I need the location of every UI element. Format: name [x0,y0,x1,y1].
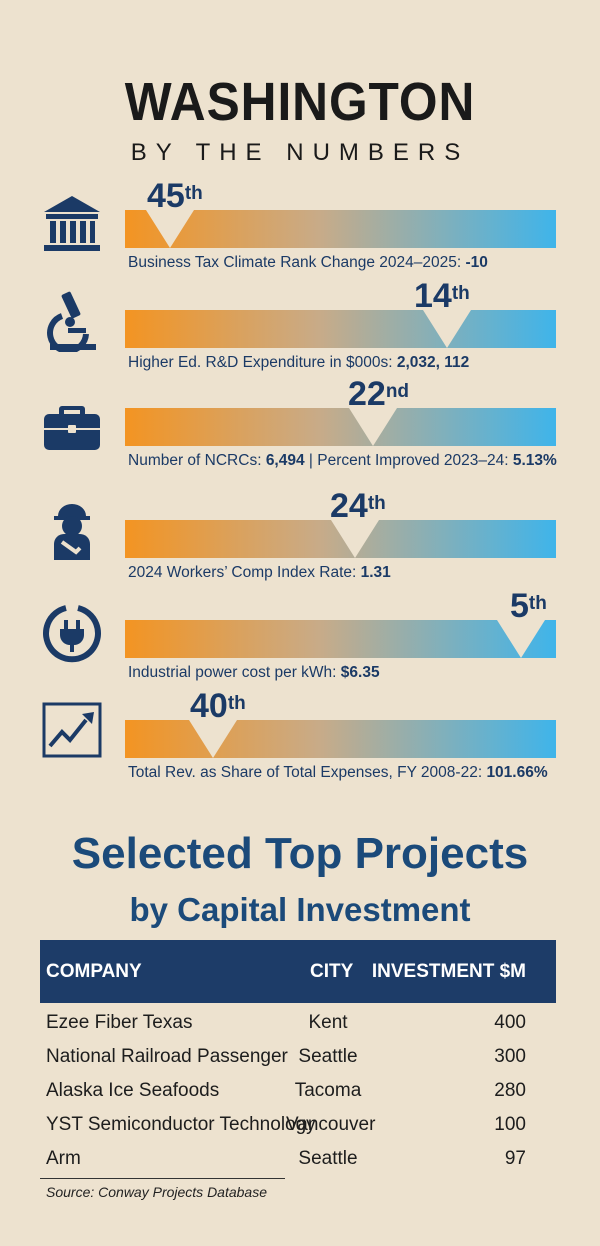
rank-label: 40th [190,687,246,725]
rank-bar [125,210,556,248]
microscope-icon [47,291,96,352]
injured-worker-icon [54,504,90,560]
trend-chart-icon [42,702,102,758]
projects-subtitle: by Capital Investment [129,891,471,928]
cell-investment: 400 [494,1012,526,1033]
metric-power-cost: 5th Industrial power cost per kWh: $6.35 [0,588,600,730]
rank-bar-fill [125,720,556,758]
metric-revenue-share: 40th Total Rev. as Share of Total Expens… [0,688,600,830]
page-title: WASHINGTON [124,72,476,132]
bank-building-icon [44,196,100,251]
column-header-investment: INVESTMENT $M [371,961,526,982]
rank-label: 14th [414,277,470,315]
metric-tax-climate: 45th Business Tax Climate Rank Change 20… [0,178,600,320]
cell-company: Arm [46,1148,81,1169]
table-row: Ezee Fiber Texas Kent 400 [40,1006,556,1040]
cell-investment: 300 [494,1046,526,1067]
source-divider [40,1178,285,1179]
rank-bar [125,310,556,348]
cell-investment: 100 [494,1114,526,1135]
cell-investment: 280 [494,1080,526,1101]
metric-caption: Total Rev. as Share of Total Expenses, F… [128,764,548,781]
metric-caption: 2024 Workers’ Comp Index Rate: 1.31 [128,564,391,581]
projects-title: Selected Top Projects [71,829,529,878]
rank-bar [125,720,556,758]
column-header-city: CITY [310,961,354,982]
rank-bar-fill [125,620,556,658]
table-row: Alaska Ice Seafoods Tacoma 280 [40,1074,556,1108]
cell-city: Tacoma [294,1080,362,1101]
cell-company: National Railroad Passenger [46,1046,288,1067]
rank-label: 5th [510,587,547,625]
metric-caption: Number of NCRCs: 6,494 | Percent Improve… [128,452,557,469]
rank-bar [125,408,556,446]
rank-label: 22nd [348,375,410,413]
cell-city: Kent [308,1012,348,1033]
rank-bar [125,520,556,558]
rank-bar [125,620,556,658]
cell-city: Seattle [298,1046,358,1067]
cell-city: Seattle [298,1148,358,1169]
rank-label: 45th [147,177,203,215]
table-row: YST Semiconductor Technology Vancouver 1… [40,1108,556,1142]
metric-ncrcs: 22nd Number of NCRCs: 6,494 | Percent Im… [0,376,600,518]
column-header-company: COMPANY [46,961,142,982]
rank-bar-fill [125,520,556,558]
cell-company: YST Semiconductor Technology [46,1114,316,1135]
power-plug-icon [43,605,101,663]
table-row: National Railroad Passenger Seattle 300 [40,1040,556,1074]
briefcase-icon [44,406,100,450]
rank-bar-fill [125,310,556,348]
table-row: Arm Seattle 97 [40,1142,556,1176]
metric-caption: Industrial power cost per kWh: $6.35 [128,664,380,681]
cell-company: Alaska Ice Seafoods [46,1080,220,1101]
metric-caption: Business Tax Climate Rank Change 2024–20… [128,254,488,271]
source-note: Source: Conway Projects Database [46,1184,267,1200]
cell-company: Ezee Fiber Texas [46,1012,193,1033]
rank-label: 24th [330,487,386,525]
projects-table: Ezee Fiber Texas Kent 400 National Railr… [40,1006,556,1176]
metric-rd-expenditure: 14th Higher Ed. R&D Expenditure in $000s… [0,278,600,420]
rank-bar-fill [125,210,556,248]
metric-caption: Higher Ed. R&D Expenditure in $000s: 2,0… [128,354,470,371]
table-header: COMPANY CITY INVESTMENT $M [40,940,556,1003]
cell-city: Vancouver [286,1114,376,1135]
cell-investment: 97 [504,1148,526,1169]
page-subtitle: BY THE NUMBERS [130,139,470,166]
metric-workers-comp: 24th 2024 Workers’ Comp Index Rate: 1.31 [0,488,600,630]
rank-bar-fill [125,408,556,446]
